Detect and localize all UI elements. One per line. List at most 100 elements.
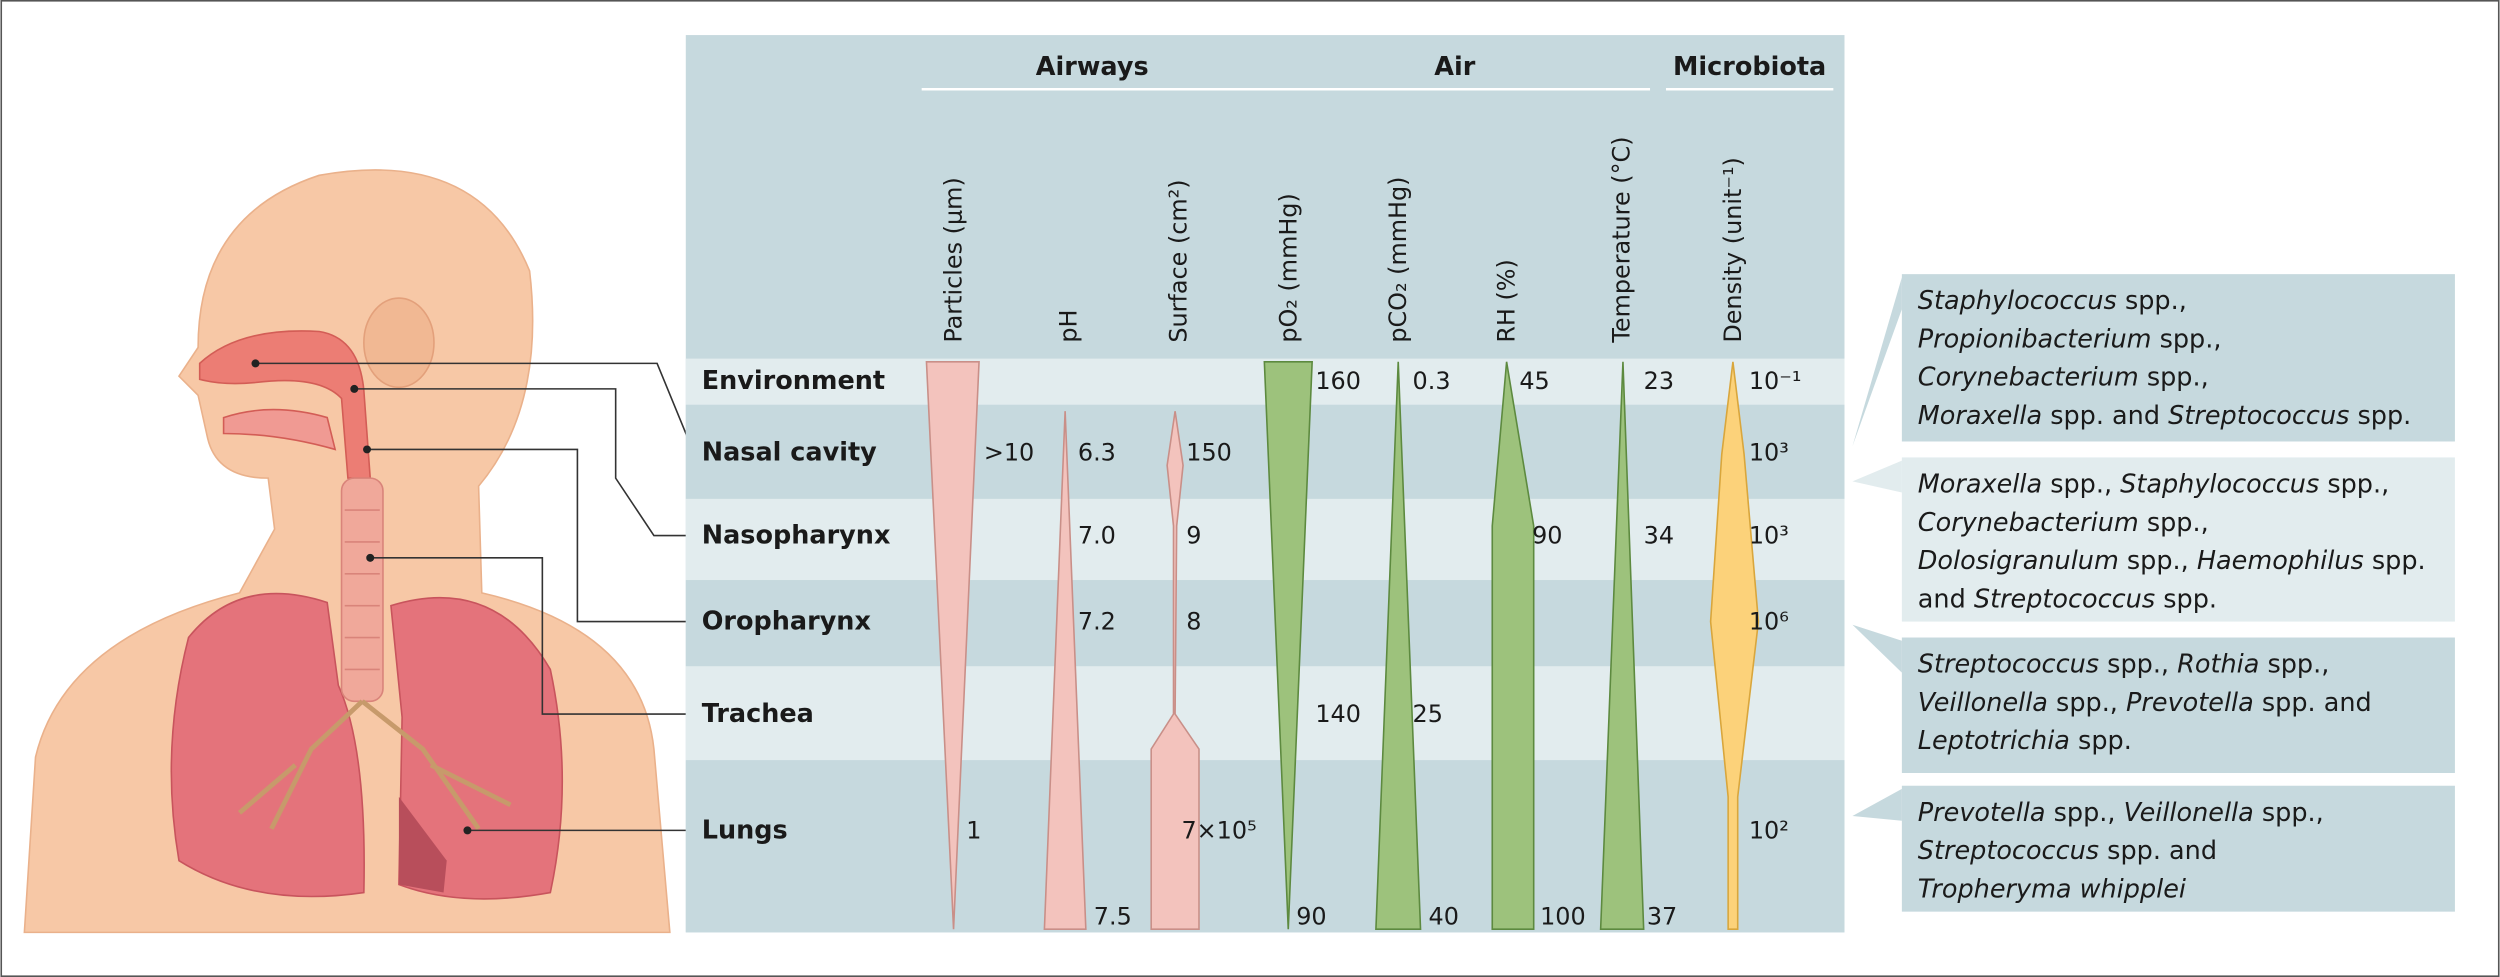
cell-value: 10⁶ <box>1749 608 1789 636</box>
taxon-text: Corynebacterium <box>1918 363 2139 393</box>
leader-dot <box>363 445 372 454</box>
callout-line: Corynebacterium spp., <box>1918 508 2209 538</box>
callout-pointer <box>1852 624 1902 673</box>
cell-value: 9 <box>1186 522 1201 550</box>
callout-pointer <box>1852 788 1902 821</box>
row-label: Nasal cavity <box>702 438 877 468</box>
anatomy-illustration <box>23 169 695 934</box>
row-label: Nasopharynx <box>702 521 891 551</box>
callout-line: Corynebacterium spp., <box>1918 363 2209 393</box>
cell-value: 40 <box>1429 902 1459 930</box>
row-label: Lungs <box>702 815 788 845</box>
row-band <box>685 580 1845 667</box>
callout-box <box>1901 785 2455 912</box>
ph-wedge <box>1043 411 1087 930</box>
taxon-text: spp. <box>2364 546 2426 576</box>
callout-box <box>1901 457 2455 622</box>
leader-line <box>370 557 694 715</box>
taxon-text: Streptococcus <box>2168 401 2349 431</box>
rh-wedge <box>1491 361 1535 930</box>
callout-line: Tropheryma whipplei <box>1918 874 2186 904</box>
taxon-text: Staphylococcus <box>2120 470 2319 500</box>
group-header: Microbiota <box>1673 52 1826 82</box>
leader-dot <box>463 826 472 835</box>
trachea <box>340 477 384 703</box>
cell-value: 37 <box>1647 902 1677 930</box>
taxon-text: Tropheryma whipplei <box>1918 874 2186 904</box>
leader-dot <box>251 359 260 368</box>
density-wedge <box>1709 361 1760 930</box>
cell-value: 10³ <box>1749 439 1789 467</box>
right-lung <box>390 596 564 900</box>
group-header: Air <box>1434 52 1475 82</box>
group-header: Airways <box>1036 52 1149 82</box>
cell-value: 100 <box>1540 902 1586 930</box>
cell-value: >10 <box>984 439 1034 467</box>
trachea-rings <box>344 509 380 671</box>
cell-value: 160 <box>1315 367 1361 395</box>
cell-value: 1 <box>966 816 981 844</box>
table-labels: Airways Air Microbiota Particles (μm) pH Surf… <box>702 52 1834 930</box>
table <box>685 35 1845 933</box>
taxon-text: Veillonella <box>1918 688 2048 718</box>
cell-value: 6.3 <box>1078 439 1116 467</box>
cell-value: 10³ <box>1749 522 1789 550</box>
mouth <box>222 408 337 451</box>
leader-dot <box>350 384 359 393</box>
row-band <box>685 760 1845 933</box>
nasal-airway <box>198 330 372 479</box>
taxon-text: Moraxella <box>1918 470 2042 500</box>
taxon-text: Rothia <box>2177 650 2259 680</box>
taxon-text: Haemophilus <box>2197 546 2364 576</box>
cell-value: 25 <box>1413 700 1443 728</box>
cell-value: 10² <box>1749 816 1789 844</box>
taxon-text: spp., <box>2151 324 2221 354</box>
cell-value: 8 <box>1186 608 1201 636</box>
column-header: Density (unit⁻¹) <box>1719 157 1747 343</box>
pco2-wedge <box>1375 361 1422 930</box>
taxon-text: Staphylococcus <box>1918 286 2117 316</box>
row-label: Environment <box>702 366 885 396</box>
taxon-text: spp., <box>2119 546 2197 576</box>
particles-wedge <box>925 360 980 930</box>
taxon-text: Moraxella <box>1918 401 2042 431</box>
cell-value: 140 <box>1315 700 1361 728</box>
cell-value: 7×10⁵ <box>1181 816 1256 844</box>
microbiota-callouts: Staphylococcus spp.,Propionibacterium sp… <box>1852 274 2455 912</box>
callout-pointer <box>1852 460 1902 493</box>
callout-line: Streptococcus spp. and <box>1918 836 2217 866</box>
surface-wedge <box>1150 411 1200 930</box>
taxon-text: spp., <box>2117 286 2187 316</box>
row-band <box>685 666 1845 761</box>
column-header: pH <box>1054 310 1082 343</box>
callout-line: Moraxella spp. and Streptococcus spp. <box>1918 401 2412 431</box>
taxon-text: spp. <box>2070 726 2132 756</box>
taxon-text: spp., <box>2259 650 2329 680</box>
taxon-text: spp., <box>2042 470 2120 500</box>
left-lung <box>170 592 365 898</box>
taxon-text: spp., <box>2046 798 2124 828</box>
taxon-text: Corynebacterium <box>1918 508 2139 538</box>
row-band <box>685 404 1845 499</box>
row-band <box>685 498 1845 581</box>
cell-value: 34 <box>1644 522 1674 550</box>
taxon-text: spp. and <box>2042 401 2168 431</box>
leader-line <box>367 448 694 623</box>
taxon-text: spp., <box>2099 650 2177 680</box>
callout-line: Staphylococcus spp., <box>1918 286 2187 316</box>
cell-value: 90 <box>1532 522 1562 550</box>
taxon-text: spp., <box>2048 688 2126 718</box>
cell-value: 90 <box>1296 902 1326 930</box>
gradient-wedges <box>925 360 1760 930</box>
callout-pointer <box>1852 277 1902 447</box>
cell-value: 0.3 <box>1413 367 1451 395</box>
callout-box <box>1901 274 2455 442</box>
row-label: Oropharynx <box>702 607 872 637</box>
taxon-text: spp. and <box>2099 836 2217 866</box>
taxon-text: spp., <box>2254 798 2324 828</box>
row-label: Trachea <box>702 699 814 729</box>
heart-notch <box>398 796 447 893</box>
leader-line <box>255 362 695 453</box>
cell-value: 10⁻¹ <box>1749 367 1802 395</box>
